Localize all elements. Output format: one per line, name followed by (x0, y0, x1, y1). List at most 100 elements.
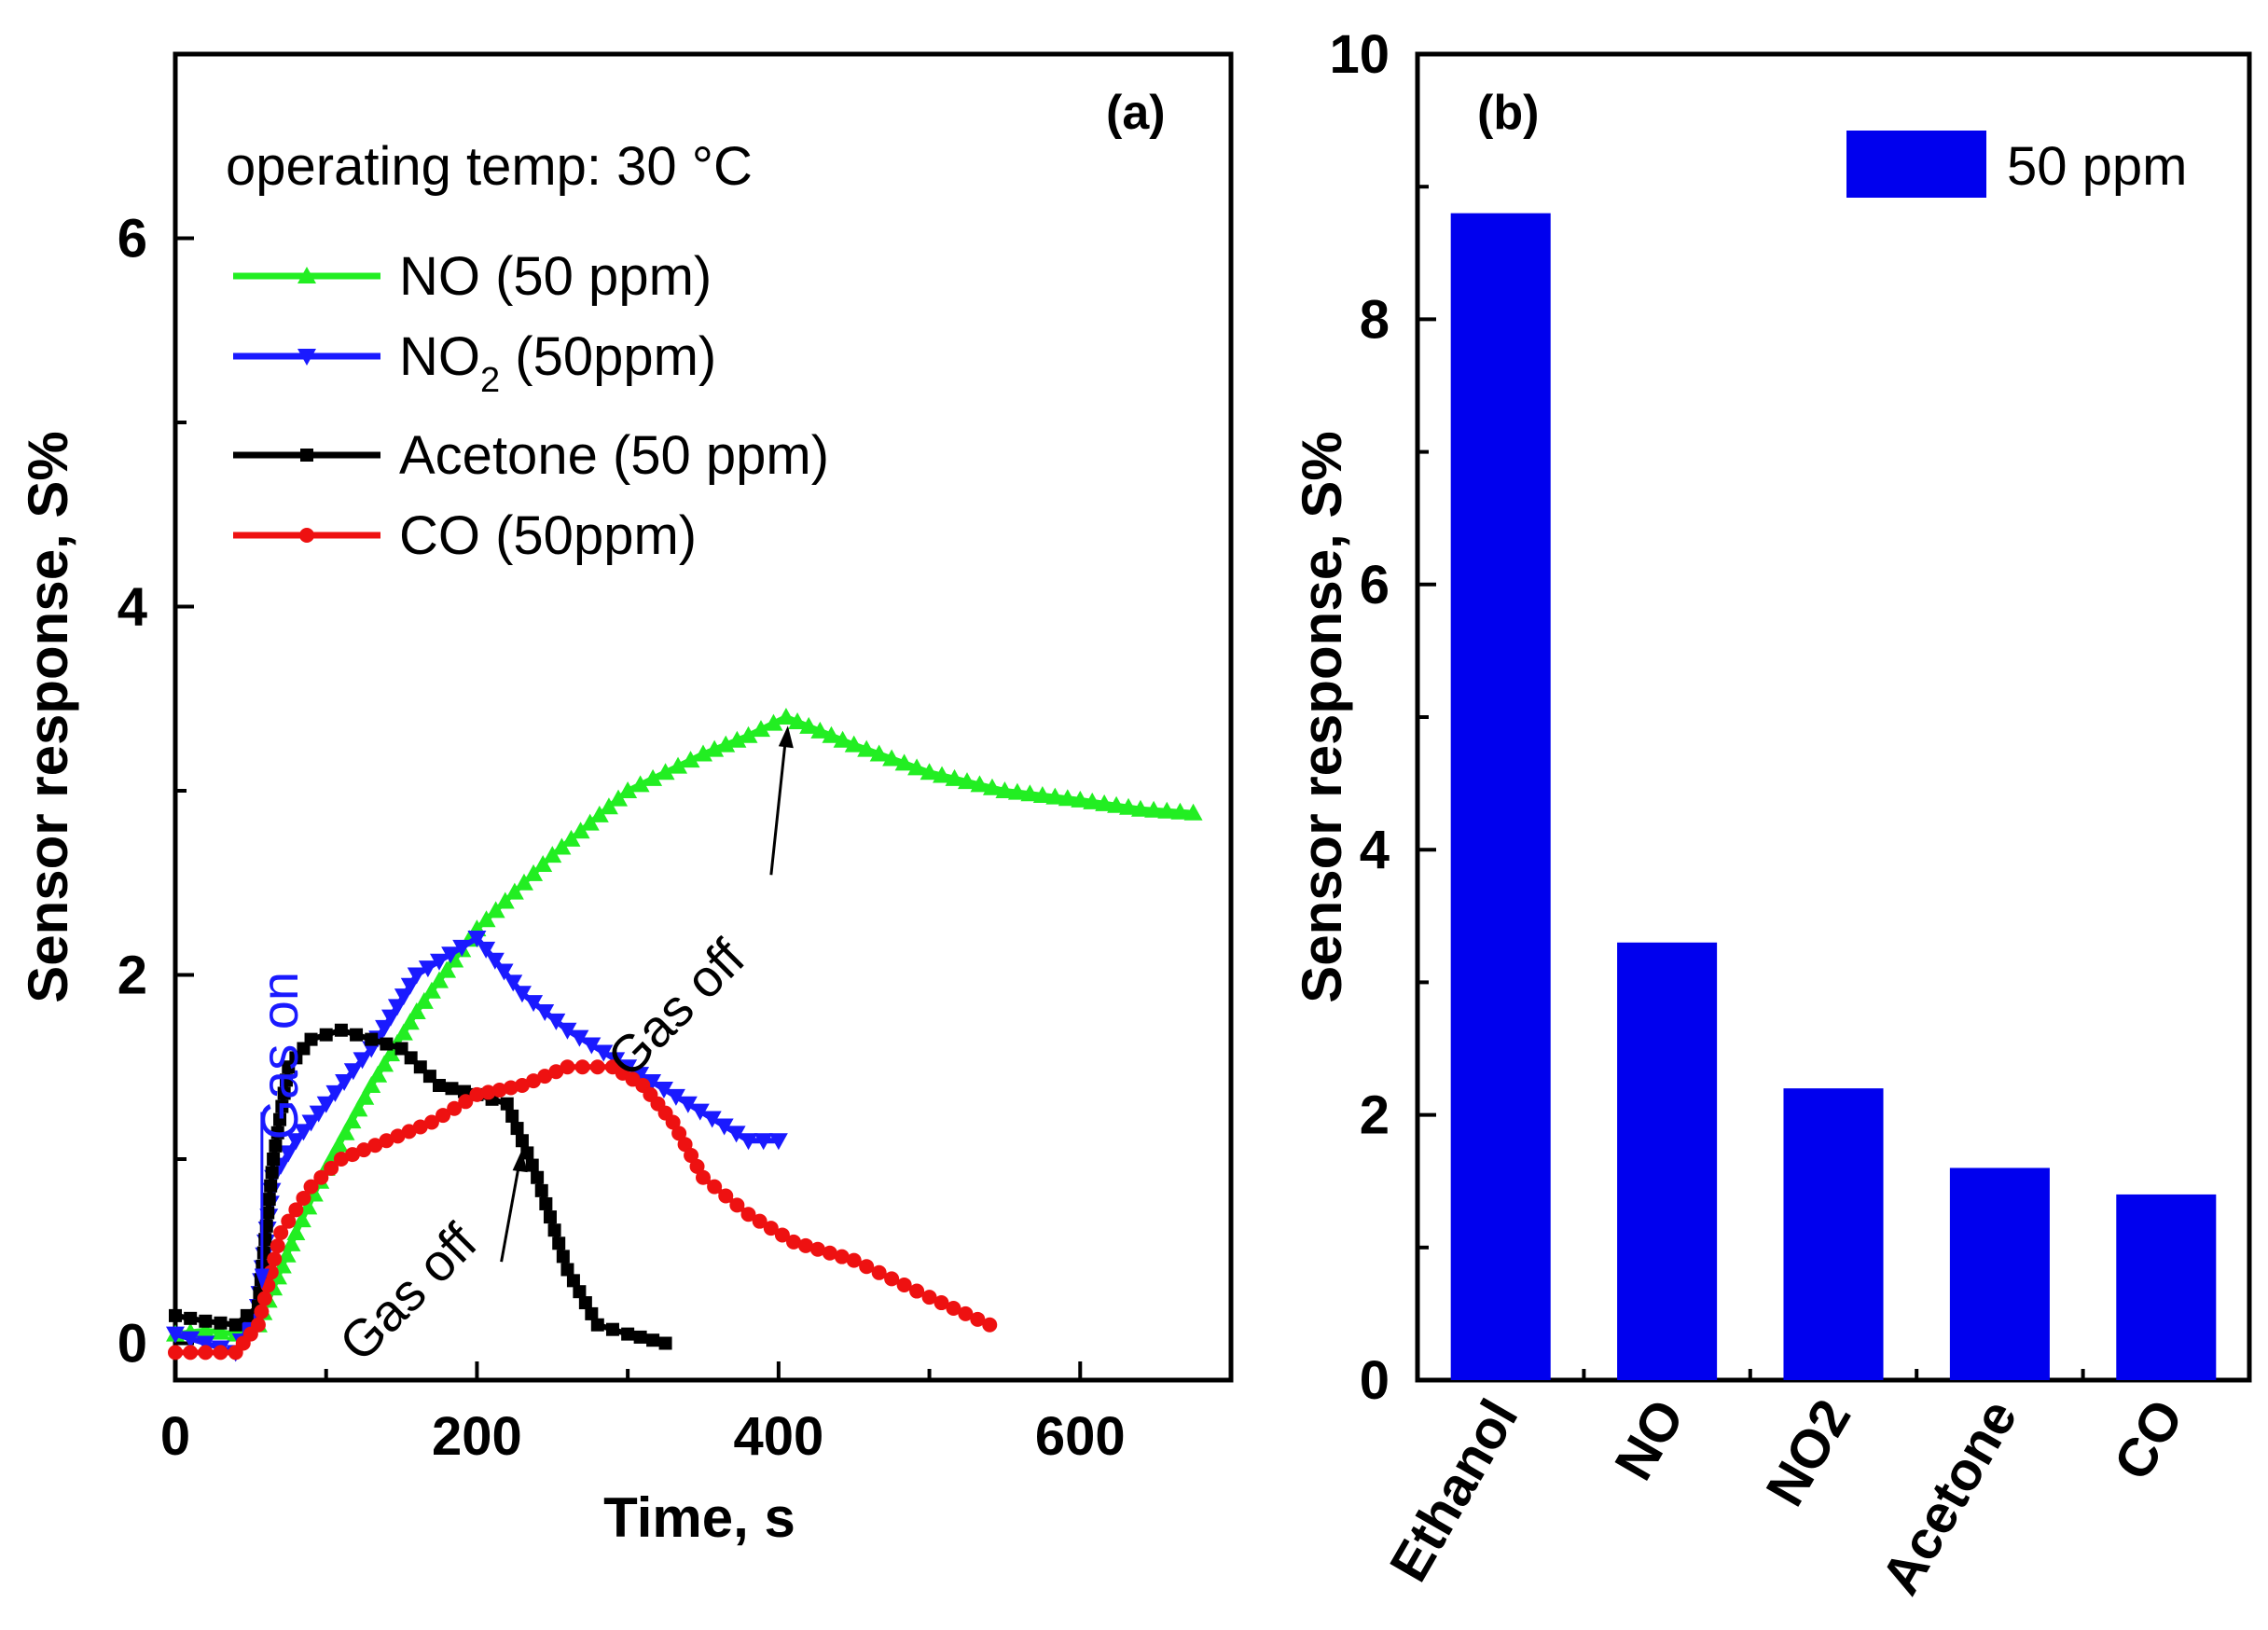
series-marker (1095, 794, 1114, 811)
series-marker (184, 1311, 198, 1325)
gas-off-arrow-2 (769, 735, 788, 876)
gas-off-label-2: Gas off (596, 928, 756, 1088)
series-marker (343, 1063, 363, 1081)
series-marker (1157, 801, 1177, 819)
series-marker (505, 882, 524, 900)
panel-a: 0 200 400 600 0 2 4 6 (a) operating temp: 30 °C… (17, 51, 1234, 1549)
series-marker (375, 1055, 394, 1072)
series-marker (524, 995, 544, 1013)
series-marker (407, 1002, 426, 1019)
series-marker (196, 1320, 215, 1338)
series-marker (574, 1059, 590, 1075)
series-marker (560, 1263, 574, 1277)
series-marker (437, 960, 457, 978)
series-marker (599, 797, 618, 815)
series-marker (958, 1305, 974, 1321)
bar-no (1617, 942, 1718, 1380)
series-marker (882, 749, 902, 767)
series-marker (375, 1019, 394, 1037)
series-marker (422, 981, 441, 999)
series-marker (485, 952, 505, 970)
series-marker (301, 1114, 321, 1132)
series-marker (857, 739, 877, 757)
series-marker (633, 1330, 647, 1344)
series-marker (342, 1112, 362, 1129)
series-marker (533, 855, 553, 872)
x-tick-label: 0 (160, 1406, 190, 1467)
series-marker (273, 1112, 287, 1126)
series-marker (275, 1099, 289, 1113)
series-marker (799, 716, 819, 734)
series-marker (763, 1221, 779, 1236)
panel-a-frame (173, 51, 1234, 1383)
series-marker (822, 1245, 837, 1261)
series-marker (467, 931, 487, 947)
series-marker (316, 1096, 336, 1113)
series-marker (933, 766, 952, 783)
series-marker (859, 1259, 875, 1275)
series-marker (833, 730, 852, 748)
series-marker (267, 1251, 283, 1267)
series-marker (412, 1119, 428, 1135)
series-marker (297, 349, 316, 366)
gas-off-label: Gas off (328, 1212, 489, 1373)
series-marker (469, 1086, 485, 1102)
series-marker (768, 1133, 788, 1151)
series-marker (430, 953, 449, 971)
y-tick-label: 4 (1360, 820, 1390, 880)
series-marker (256, 1291, 272, 1306)
series-marker (535, 1004, 555, 1021)
series-marker (441, 946, 461, 964)
series-marker (810, 721, 830, 739)
panel-a-ticks: 0 200 400 600 0 2 4 6 (118, 52, 1233, 1467)
series-marker (714, 1118, 734, 1136)
series-marker (666, 1088, 685, 1106)
series-marker (524, 863, 544, 881)
series-marker (578, 1296, 592, 1310)
series-marker (585, 1306, 599, 1320)
series-marker (525, 1158, 539, 1172)
series-marker (677, 1137, 693, 1153)
series-marker (970, 775, 989, 793)
series-marker (739, 1133, 758, 1151)
y-tick-label: 2 (1360, 1085, 1390, 1146)
legend-label: NO (50 ppm) (399, 246, 712, 307)
series-marker (503, 1080, 519, 1096)
series-marker (329, 1135, 349, 1153)
series-marker (605, 1322, 619, 1336)
series-marker (303, 1179, 319, 1195)
series-marker (594, 1044, 614, 1062)
series-marker (486, 901, 505, 919)
series-marker (844, 735, 864, 753)
series-marker (445, 1082, 459, 1096)
series-marker (495, 891, 515, 909)
series-marker (621, 1327, 635, 1341)
series-marker (1020, 784, 1040, 802)
series-marker (380, 1037, 394, 1051)
series-marker (669, 756, 688, 774)
series-marker (543, 846, 562, 863)
series-marker (1058, 789, 1077, 807)
series-marker (884, 1271, 900, 1287)
series-marker (261, 1206, 275, 1220)
series-marker (500, 1097, 514, 1111)
gas-on-arrowhead (254, 1268, 270, 1290)
series-marker (296, 1190, 311, 1206)
series-marker (643, 768, 663, 786)
series-marker (394, 988, 413, 1006)
series-marker (727, 730, 747, 748)
series-marker (213, 1345, 228, 1361)
y-tick-label: 2 (118, 946, 147, 1006)
series-marker (1183, 803, 1203, 821)
series-marker (292, 1210, 311, 1228)
series-marker (739, 725, 758, 743)
series-marker (547, 1223, 561, 1237)
series-marker (286, 1133, 306, 1151)
series-marker (822, 725, 841, 743)
series-marker (1130, 799, 1150, 817)
panel-a-xlabel: Time, s (603, 1486, 795, 1549)
series-marker (211, 1322, 230, 1340)
series-marker (270, 1238, 285, 1254)
series-marker (279, 1145, 298, 1163)
y-tick-label: 8 (1360, 289, 1390, 350)
